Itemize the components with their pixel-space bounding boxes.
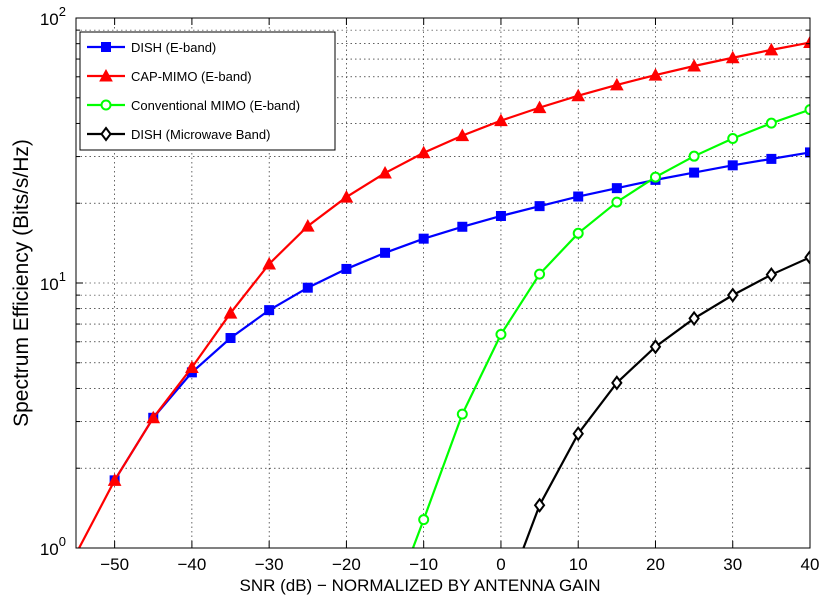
data-point <box>726 287 739 303</box>
data-point <box>688 150 700 162</box>
legend-label: Conventional MIMO (E-band) <box>131 98 300 113</box>
data-point <box>262 256 277 270</box>
data-point <box>689 167 700 178</box>
x-tick-label: 10 <box>569 555 588 574</box>
data-point <box>380 247 391 258</box>
y-tick-label: 100 <box>40 534 66 559</box>
data-point <box>495 328 507 340</box>
data-point <box>727 132 739 144</box>
data-point <box>805 147 810 158</box>
data-point <box>803 35 810 49</box>
data-point <box>611 183 622 194</box>
series-4 <box>522 249 810 548</box>
x-tick-label: −10 <box>409 555 438 574</box>
legend: DISH (E-band) CAP-MIMO (E-band) Convention… <box>79 31 336 151</box>
legend-entry: Conventional MIMO (E-band) <box>87 98 300 113</box>
x-tick-labels: −50 −40 −30 −20 −10 0 10 20 30 40 <box>100 555 819 574</box>
data-point <box>725 50 740 64</box>
legend-box <box>79 31 336 151</box>
data-point <box>534 268 546 280</box>
data-point <box>571 88 586 102</box>
series-2 <box>77 35 810 548</box>
x-tick-label: 0 <box>496 555 505 574</box>
data-point <box>225 333 236 344</box>
data-point <box>609 77 624 91</box>
data-point <box>648 68 663 81</box>
x-tick-label: 40 <box>801 555 820 574</box>
legend-marker <box>100 99 112 111</box>
data-point <box>766 153 777 164</box>
data-point <box>146 410 161 424</box>
data-point <box>804 249 810 265</box>
axis-ticks <box>76 18 811 549</box>
data-point <box>494 113 508 127</box>
y-tick-labels: 100 101 102 <box>40 4 66 559</box>
legend-marker <box>101 42 111 52</box>
data-point <box>572 426 584 442</box>
data-point <box>765 267 778 283</box>
data-point <box>418 233 429 244</box>
data-point <box>765 117 777 129</box>
data-point <box>649 171 661 183</box>
data-point <box>532 100 547 114</box>
data-point <box>804 104 810 116</box>
y-axis-label: Spectrum Efficiency (Bits/s/Hz) <box>10 139 33 427</box>
legend-entry: CAP-MIMO (E-band) <box>87 68 252 84</box>
x-tick-label: −40 <box>177 555 206 574</box>
legend-entry: DISH (E-band) <box>87 40 216 55</box>
x-tick-label: −20 <box>332 555 361 574</box>
data-point <box>727 160 738 171</box>
x-axis-label: SNR (dB) − NORMALIZED BY ANTENNA GAIN <box>239 576 600 595</box>
data-point <box>611 196 623 208</box>
legend-marker <box>99 68 113 82</box>
data-point <box>416 145 431 159</box>
x-tick-label: 20 <box>646 555 665 574</box>
data-point <box>495 210 506 221</box>
data-point <box>457 221 468 232</box>
legend-label: DISH (Microwave Band) <box>131 127 270 142</box>
data-point <box>534 201 545 212</box>
x-tick-label: 30 <box>723 555 742 574</box>
series-3 <box>411 104 810 548</box>
x-tick-label: −30 <box>255 555 284 574</box>
data-point <box>764 42 779 56</box>
series-layer <box>77 35 810 548</box>
data-point <box>456 408 468 420</box>
data-point <box>688 310 700 327</box>
y-tick-label: 101 <box>40 269 66 294</box>
legend-label: DISH (E-band) <box>131 40 216 55</box>
series-line <box>411 108 810 548</box>
legend-entry: DISH (Microwave Band) <box>87 126 270 142</box>
series-line <box>77 41 810 548</box>
data-point <box>687 58 701 72</box>
data-point <box>378 165 392 179</box>
data-point <box>107 473 122 486</box>
data-point <box>223 306 238 319</box>
data-point <box>533 497 546 513</box>
legend-marker <box>100 126 112 142</box>
data-point <box>185 360 199 373</box>
data-point <box>649 339 662 355</box>
data-point <box>339 190 354 203</box>
data-point <box>302 282 313 293</box>
data-point <box>341 263 352 274</box>
data-point <box>300 219 315 232</box>
x-tick-label: −50 <box>100 555 129 574</box>
data-point <box>455 128 470 142</box>
data-point <box>264 305 275 316</box>
data-point <box>611 375 623 391</box>
data-point <box>418 514 430 526</box>
legend-label: CAP-MIMO (E-band) <box>131 69 252 84</box>
data-point <box>573 191 584 202</box>
y-tick-label: 102 <box>40 4 66 29</box>
data-point <box>572 227 584 239</box>
